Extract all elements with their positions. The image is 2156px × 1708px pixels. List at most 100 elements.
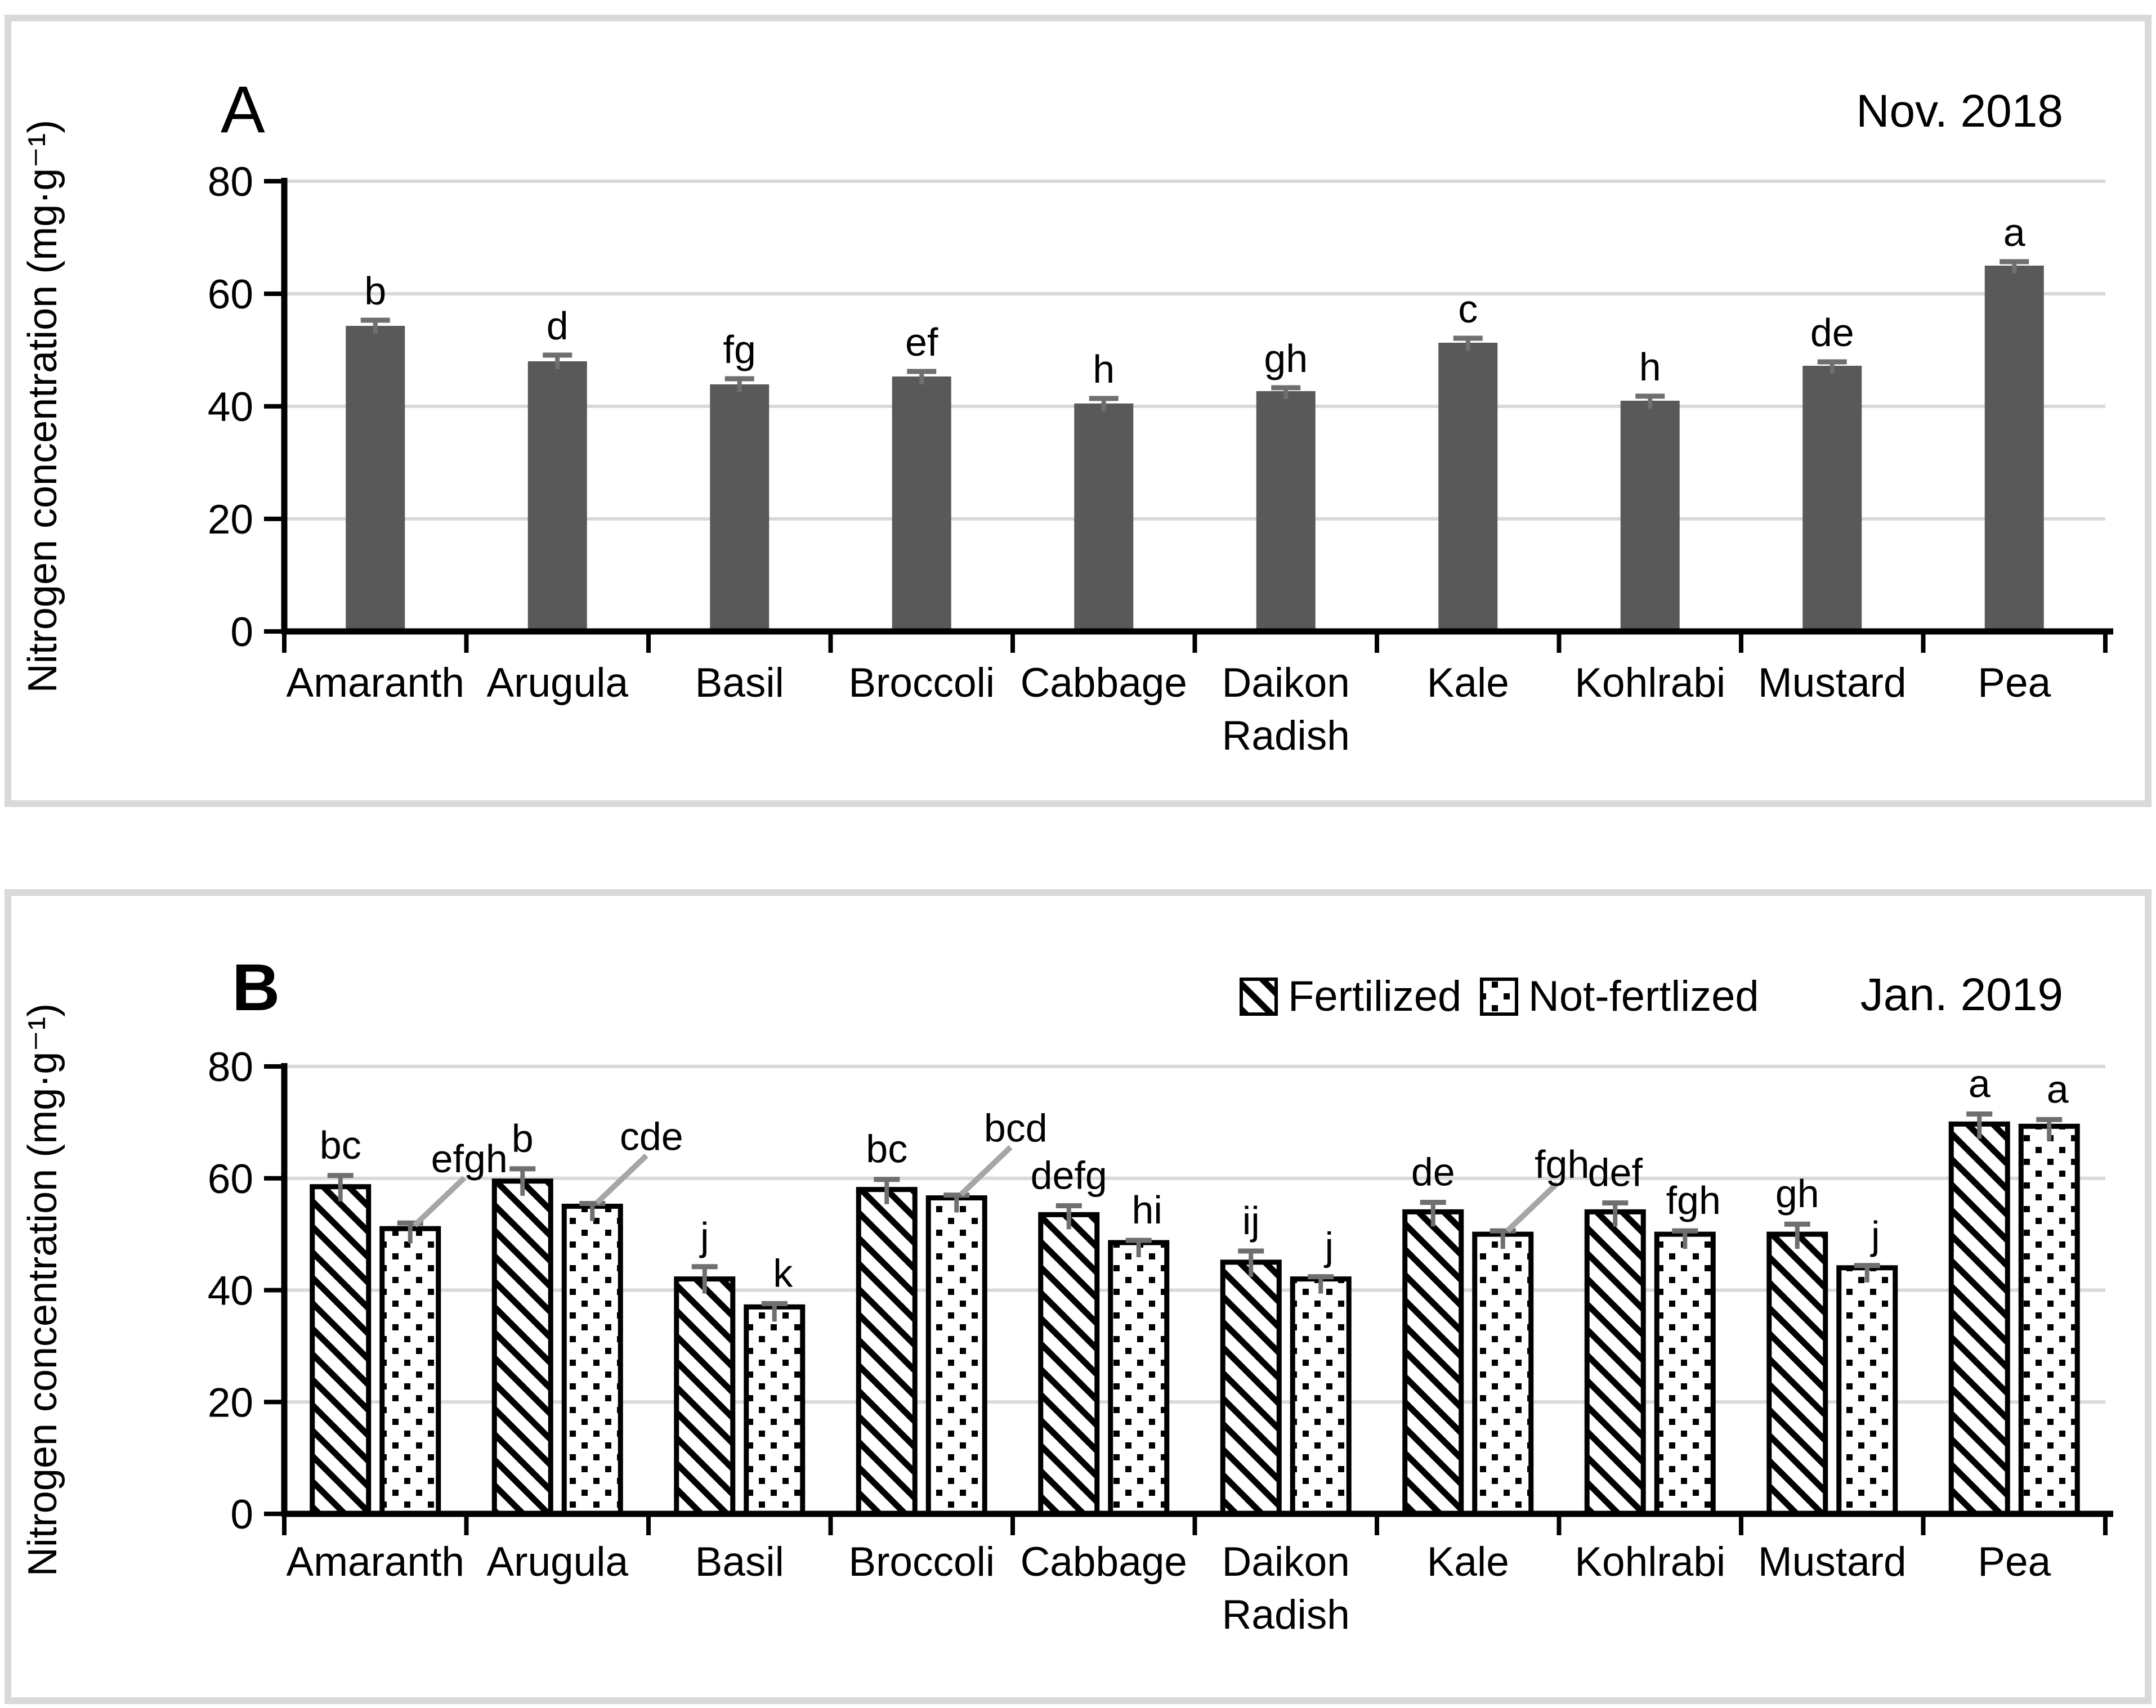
x-category-label-basil: Basil [695, 1539, 784, 1585]
label-leader-line [594, 1153, 648, 1205]
x-category-label-kale: Kale [1427, 1539, 1509, 1585]
sig-letter-de: de [1411, 1150, 1455, 1194]
sig-letter-de: de [1810, 311, 1854, 355]
y-tick-label-40: 40 [208, 1268, 253, 1314]
x-category-label-kohlrabi: Kohlrabi [1574, 1539, 1725, 1585]
legend-swatch-not-fertlized [1480, 978, 1518, 1016]
y-tick-label-80: 80 [208, 159, 253, 205]
sig-letter-bcd: bcd [984, 1106, 1048, 1150]
y-tick-label-60: 60 [208, 272, 253, 317]
sig-letter-efgh: efgh [431, 1137, 508, 1181]
bar-cabbage [1074, 404, 1134, 631]
bar-arugula [527, 361, 587, 631]
panel-a-chart: A Nov. 2018 Nitrogen concentration (mg·g⁻¹… [20, 73, 2113, 759]
y-tick-label-0: 0 [230, 1492, 253, 1537]
sig-letter-fgh: fgh [1535, 1142, 1589, 1186]
legend-label-not-fertlized: Not-fertlized [1528, 972, 1759, 1020]
y-tick-label-40: 40 [208, 384, 253, 430]
x-category-label-kohlrabi: Kohlrabi [1574, 660, 1725, 706]
sig-letter-bc: bc [320, 1123, 361, 1167]
x-category-label-basil: Basil [695, 660, 784, 706]
panel-b: B Jan. 2019 Nitrogen concentration (mg·g⁻¹… [5, 889, 2151, 1704]
panel-a: A Nov. 2018 Nitrogen concentration (mg·g⁻¹… [5, 15, 2151, 807]
x-category-label-pea: Pea [1978, 660, 2051, 706]
sig-letter-defg: defg [1031, 1153, 1107, 1197]
sig-letter-h: h [1639, 345, 1661, 389]
y-tick-label-20: 20 [208, 1380, 253, 1425]
bar-daikon-radish-not-fertlized [1290, 1276, 1352, 1517]
legend-label-fertilized: Fertilized [1288, 972, 1461, 1020]
x-category-label-arugula: Arugula [486, 1539, 628, 1585]
bar-kale [1438, 343, 1498, 631]
sig-letter-hi: hi [1132, 1188, 1162, 1232]
panel-letter-b: B [232, 951, 280, 1025]
y-tick-label-60: 60 [208, 1156, 253, 1202]
y-tick-label-0: 0 [230, 609, 253, 655]
bar-daikon-radish [1256, 391, 1316, 631]
sig-letter-a: a [2047, 1067, 2069, 1111]
x-category-label-amaranth: Amaranth [287, 660, 465, 706]
bar-amaranth-not-fertlized [379, 1226, 441, 1517]
sig-letter-j: j [699, 1214, 709, 1258]
sig-letter-k: k [773, 1251, 793, 1295]
sig-letter-cde: cde [620, 1114, 683, 1158]
bar-daikon-radish-fertilized [1220, 1259, 1282, 1517]
x-category-label-mustard: Mustard [1758, 1539, 1907, 1585]
bar-basil [710, 384, 770, 631]
y-axis-title: Nitrogen concentration (mg·g⁻¹) [20, 120, 65, 693]
x-category-label-broccoli: Broccoli [848, 1539, 995, 1585]
bar-arugula-not-fertlized [561, 1203, 623, 1517]
y-axis-title: Nitrogen concentration (mg·g⁻¹) [20, 1003, 65, 1576]
bar-mustard-not-fertlized [1836, 1265, 1898, 1517]
sig-letter-b: b [512, 1117, 534, 1160]
bar-pea [1984, 266, 2044, 631]
panel-b-chart: B Jan. 2019 Nitrogen concentration (mg·g⁻¹… [20, 951, 2113, 1638]
bar-amaranth-fertilized [310, 1184, 372, 1517]
bar-arugula-fertilized [491, 1178, 553, 1517]
bar-amaranth [346, 326, 405, 631]
sig-letter-def: def [1588, 1150, 1643, 1194]
sig-letter-ef: ef [905, 320, 938, 364]
panel-letter-a: A [221, 73, 265, 147]
x-category-label-cabbage: Cabbage [1021, 660, 1187, 706]
bar-broccoli-not-fertlized [925, 1195, 987, 1517]
sig-letter-fg: fg [723, 328, 756, 371]
sig-letter-a: a [2003, 210, 2025, 254]
sig-letter-a: a [1969, 1061, 1991, 1105]
bar-broccoli [892, 376, 951, 631]
x-category-label-daikon-radish: Daikon Radish [1222, 660, 1350, 759]
x-category-label-arugula: Arugula [486, 660, 628, 706]
period-label: Jan. 2019 [1860, 969, 2063, 1020]
sig-letter-j: j [1870, 1213, 1880, 1257]
x-category-label-daikon-radish: Daikon Radish [1222, 1539, 1350, 1638]
sig-letter-gh: gh [1264, 337, 1308, 380]
y-tick-label-80: 80 [208, 1044, 253, 1090]
x-category-label-cabbage: Cabbage [1021, 1539, 1187, 1585]
bar-kale-fertilized [1402, 1209, 1464, 1517]
bar-kohlrabi-not-fertlized [1654, 1231, 1716, 1517]
period-label: Nov. 2018 [1856, 86, 2063, 137]
sig-letter-h: h [1093, 347, 1115, 391]
sig-letter-bc: bc [866, 1127, 907, 1171]
bar-broccoli-fertilized [856, 1187, 918, 1517]
bar-basil-fertilized [674, 1276, 736, 1517]
legend-swatch-fertilized [1240, 978, 1278, 1016]
x-category-label-amaranth: Amaranth [287, 1539, 465, 1585]
bar-cabbage-fertilized [1038, 1212, 1100, 1517]
sig-letter-fgh: fgh [1666, 1178, 1721, 1222]
x-category-label-pea: Pea [1978, 1539, 2051, 1585]
x-category-label-kale: Kale [1427, 660, 1509, 706]
bar-mustard [1802, 366, 1862, 631]
sig-letter-ij: ij [1242, 1199, 1260, 1243]
x-category-label-broccoli: Broccoli [848, 660, 995, 706]
sig-letter-j: j [1323, 1225, 1334, 1268]
bar-kale-not-fertlized [1472, 1231, 1534, 1517]
bar-kohlrabi [1620, 401, 1680, 631]
bar-pea-not-fertlized [2018, 1123, 2080, 1517]
x-category-label-mustard: Mustard [1758, 660, 1907, 706]
bar-basil-not-fertlized [744, 1304, 806, 1517]
label-leader-line [413, 1176, 467, 1227]
bar-kohlrabi-fertilized [1584, 1209, 1646, 1517]
y-tick-label-20: 20 [208, 497, 253, 543]
sig-letter-b: b [364, 269, 386, 313]
